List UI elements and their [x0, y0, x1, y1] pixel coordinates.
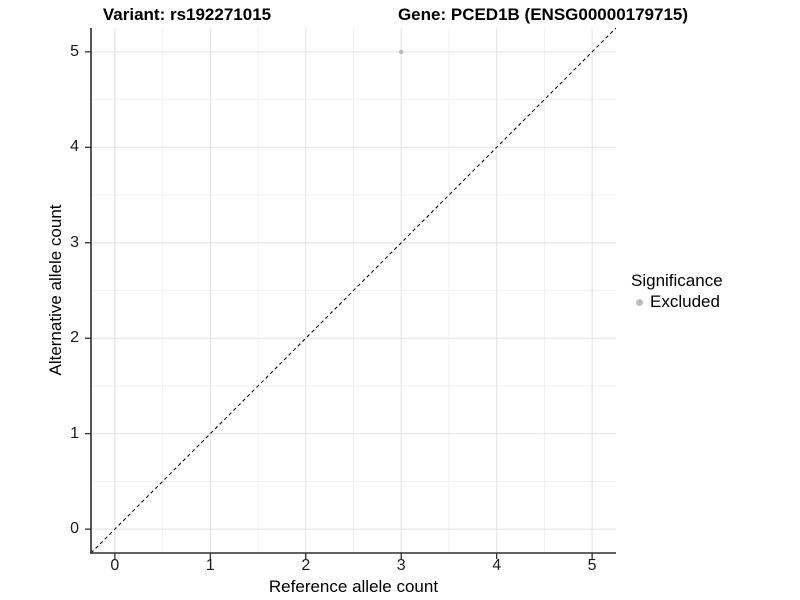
y-tick-label: 1 — [70, 424, 79, 442]
y-tick-label: 3 — [70, 233, 79, 251]
plot-title-gene: Gene: PCED1B (ENSG00000179715) — [397, 5, 689, 24]
y-tick-label: 4 — [70, 138, 79, 156]
x-tick-label: 4 — [492, 557, 502, 574]
legend-item-excluded: Excluded — [631, 292, 723, 312]
plot-title-variant: Variant: rs192271015 — [102, 5, 272, 24]
x-tick-label: 2 — [301, 557, 311, 574]
data-point — [398, 49, 404, 55]
x-tick-label: 5 — [587, 557, 597, 574]
x-tick-label: 0 — [110, 557, 120, 574]
x-tick-label: 3 — [396, 557, 406, 574]
y-tick-label: 2 — [70, 329, 79, 347]
legend-dot-icon — [636, 298, 643, 306]
y-tick-label: 0 — [70, 520, 79, 538]
plot-area-svg — [85, 28, 616, 559]
legend-title: Significance — [631, 271, 723, 290]
y-tick-label: 5 — [70, 42, 79, 60]
identity-dashed-line — [90, 28, 616, 554]
legend: Significance Excluded — [631, 270, 723, 312]
x-tick-label: 1 — [205, 557, 215, 574]
y-axis-title: Alternative allele count — [46, 204, 65, 376]
x-axis-title: Reference allele count — [268, 577, 439, 596]
legend-item-label: Excluded — [650, 292, 720, 311]
